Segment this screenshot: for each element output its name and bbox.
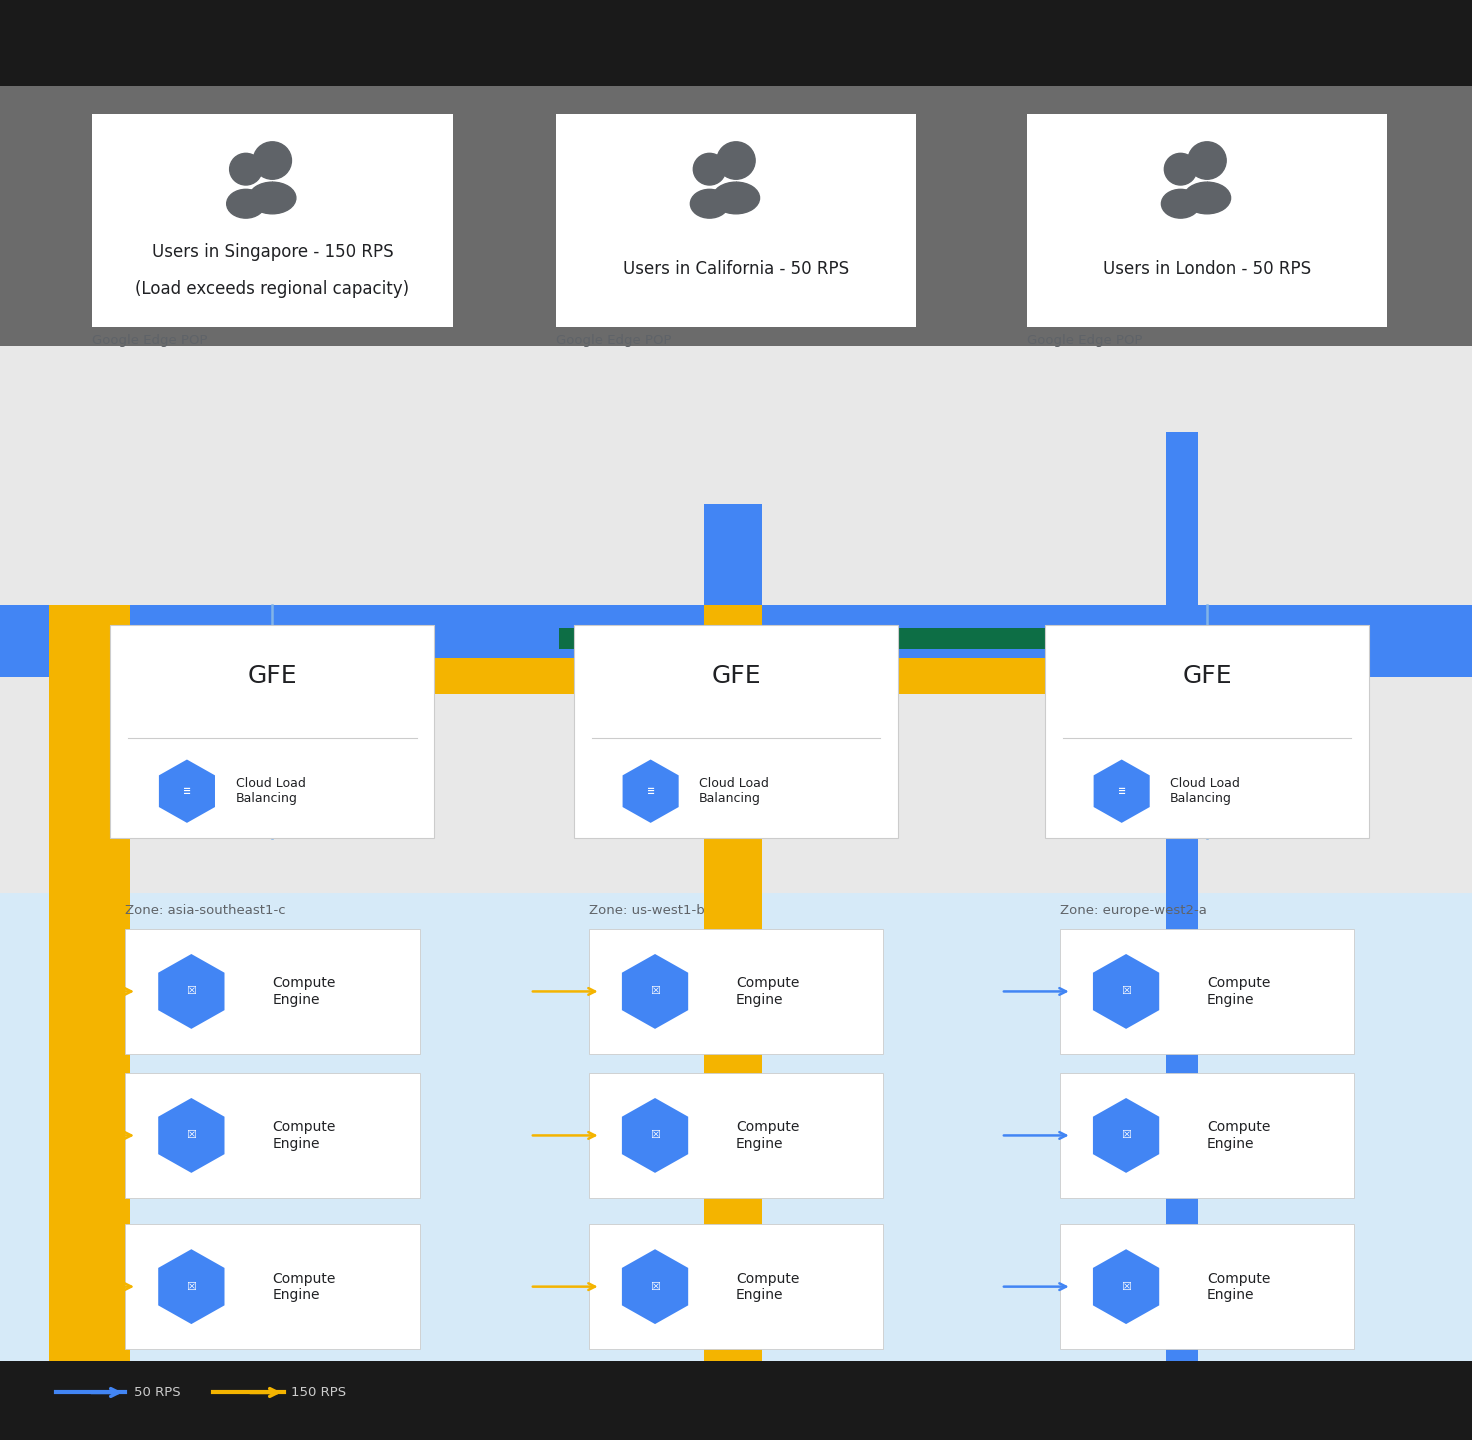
Bar (49, 658, 1072, 694)
Text: GFE: GFE (247, 664, 297, 688)
Text: Compute
Engine: Compute Engine (1207, 1120, 1270, 1151)
Text: ≡: ≡ (183, 786, 191, 796)
Ellipse shape (1161, 189, 1200, 217)
Text: ☒: ☒ (1122, 986, 1130, 996)
Bar (125, 929, 420, 1054)
Ellipse shape (712, 181, 760, 213)
Text: Google Edge POP: Google Edge POP (91, 334, 208, 347)
Bar (49, 605, 130, 1361)
Text: ☒: ☒ (651, 1130, 659, 1140)
Text: Google Edge POP: Google Edge POP (1027, 334, 1142, 347)
Text: 50 RPS: 50 RPS (134, 1385, 181, 1400)
Text: Cloud Load
Balancing: Cloud Load Balancing (1170, 778, 1239, 805)
Text: ☒: ☒ (651, 1282, 659, 1292)
Text: Compute
Engine: Compute Engine (272, 1120, 336, 1151)
Text: GFE: GFE (1182, 664, 1232, 688)
Text: Compute
Engine: Compute Engine (736, 1120, 799, 1151)
Text: Users in London - 50 RPS: Users in London - 50 RPS (1103, 261, 1312, 278)
Text: ≡: ≡ (646, 786, 655, 796)
Bar (589, 1224, 883, 1349)
Bar (0, 1361, 1472, 1440)
Text: ☒: ☒ (1122, 1282, 1130, 1292)
Bar (125, 1073, 420, 1198)
Text: Users in Singapore - 150 RPS: Users in Singapore - 150 RPS (152, 243, 393, 261)
Circle shape (230, 153, 262, 184)
Bar (574, 625, 898, 838)
Text: Compute
Engine: Compute Engine (272, 1272, 336, 1302)
Bar (704, 504, 762, 677)
Ellipse shape (249, 181, 296, 213)
Bar (1027, 114, 1388, 327)
Text: Compute
Engine: Compute Engine (736, 1272, 799, 1302)
Bar (0, 605, 1472, 677)
Bar (125, 1224, 420, 1349)
Circle shape (253, 141, 291, 179)
Bar (110, 625, 434, 838)
Bar (589, 929, 883, 1054)
Bar (1060, 929, 1354, 1054)
Bar (0, 893, 1472, 1361)
Text: Google Edge POP: Google Edge POP (555, 334, 671, 347)
Text: GFE: GFE (711, 664, 761, 688)
Text: Compute
Engine: Compute Engine (1207, 976, 1270, 1007)
Text: Users in California - 50 RPS: Users in California - 50 RPS (623, 261, 849, 278)
Text: ☒: ☒ (1122, 1130, 1130, 1140)
Circle shape (1164, 153, 1197, 184)
Ellipse shape (227, 189, 265, 217)
Text: (Load exceeds regional capacity): (Load exceeds regional capacity) (135, 279, 409, 298)
Text: Cloud Load
Balancing: Cloud Load Balancing (699, 778, 768, 805)
Bar (0, 346, 1472, 893)
Circle shape (1188, 141, 1226, 179)
Bar (1166, 432, 1198, 1361)
Bar (559, 628, 1072, 649)
Text: ☒: ☒ (651, 986, 659, 996)
Bar (1060, 1073, 1354, 1198)
Bar (704, 605, 762, 1361)
Text: Compute
Engine: Compute Engine (272, 976, 336, 1007)
Text: ☒: ☒ (187, 1130, 196, 1140)
Text: ≡: ≡ (1117, 786, 1126, 796)
Text: Zone: europe-west2-a: Zone: europe-west2-a (1060, 904, 1207, 917)
Bar (0, 0, 1472, 86)
Circle shape (717, 141, 755, 179)
Bar (1060, 1224, 1354, 1349)
Text: Zone: asia-southeast1-c: Zone: asia-southeast1-c (125, 904, 286, 917)
Ellipse shape (690, 189, 729, 217)
Text: Compute
Engine: Compute Engine (1207, 1272, 1270, 1302)
Text: Zone: us-west1-b: Zone: us-west1-b (589, 904, 705, 917)
Text: Cloud Load
Balancing: Cloud Load Balancing (236, 778, 305, 805)
Bar (589, 1073, 883, 1198)
Text: ☒: ☒ (187, 1282, 196, 1292)
Bar (91, 114, 453, 327)
Bar (555, 114, 916, 327)
Text: Compute
Engine: Compute Engine (736, 976, 799, 1007)
Bar (1045, 625, 1369, 838)
Ellipse shape (1183, 181, 1231, 213)
Text: 150 RPS: 150 RPS (291, 1385, 346, 1400)
Text: ☒: ☒ (187, 986, 196, 996)
Circle shape (693, 153, 726, 184)
Bar (0, 86, 1472, 346)
